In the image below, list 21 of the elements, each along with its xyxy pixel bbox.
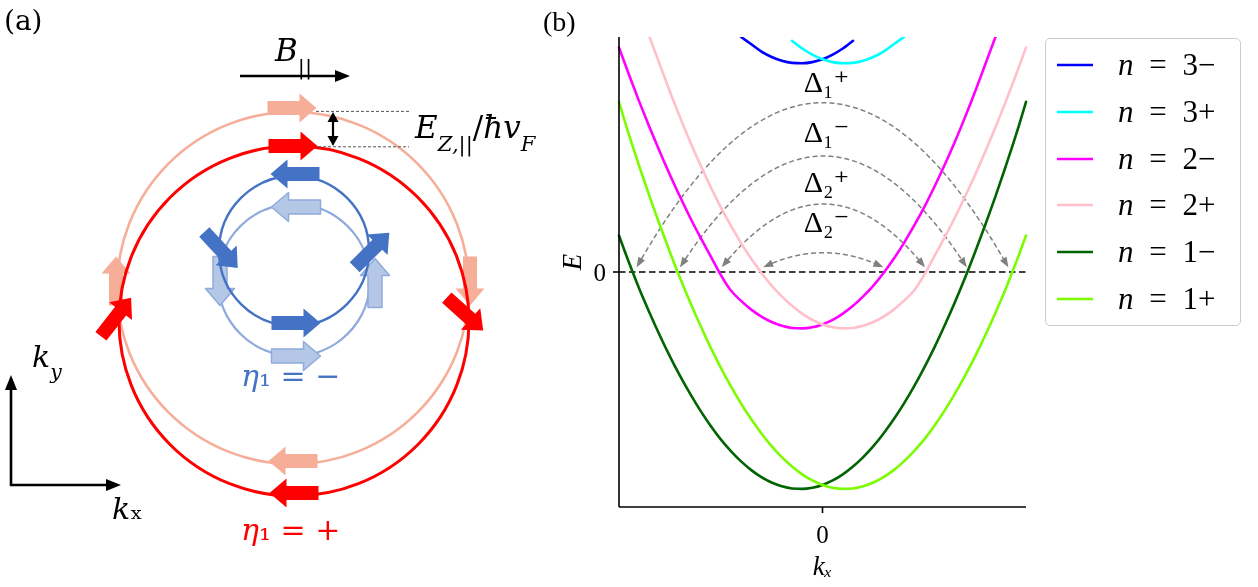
- text: η₁ = −: [241, 358, 341, 393]
- legend-label: n = 1−: [1118, 234, 1216, 270]
- annotation: Δ₁⁺: [803, 65, 850, 98]
- text: k$_{y}$: [32, 339, 63, 384]
- legend-label: n = 2−: [1118, 140, 1216, 176]
- text: 0: [816, 521, 829, 548]
- legend-label: n = 1+: [1118, 280, 1216, 316]
- annotation: Δ₂⁻: [803, 205, 850, 238]
- x-axis-title: kₓ: [812, 551, 833, 581]
- text: η₁ = +: [241, 512, 341, 547]
- y-axis-title: E: [557, 253, 587, 272]
- text: kₓ: [112, 491, 143, 526]
- legend-label: n = 3−: [1118, 47, 1216, 83]
- annotation: Δ₂⁺: [803, 165, 850, 198]
- text: E$_{Z,||}$/ħv$_{F}$: [414, 109, 537, 157]
- text: (a): [4, 4, 43, 37]
- ref-line-label: 0: [593, 258, 606, 286]
- legend-label: n = 3+: [1118, 94, 1216, 130]
- chart-title: (b): [543, 6, 576, 37]
- legend-label: n = 2+: [1118, 187, 1216, 223]
- annotation: Δ₁⁻: [803, 115, 850, 148]
